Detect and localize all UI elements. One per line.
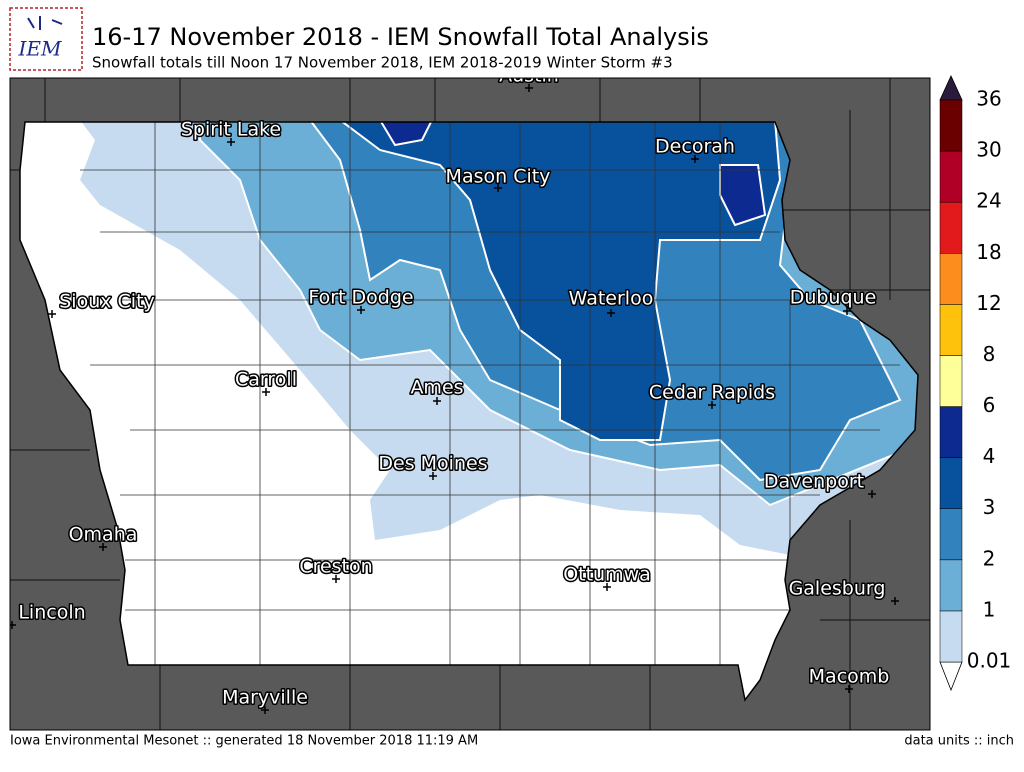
legend-swatch xyxy=(939,99,963,152)
city-label: Creston xyxy=(299,556,372,578)
legend-swatch xyxy=(939,150,963,203)
legend-under xyxy=(939,661,963,692)
city-label: Dubuque xyxy=(790,287,877,309)
city-label: Cedar Rapids xyxy=(649,382,775,404)
city-label: Waterloo xyxy=(569,288,654,310)
map: Austin Spirit Lake Decorah Mason City Sioux … xyxy=(10,65,930,730)
legend-label: 8 xyxy=(983,342,996,366)
city-label: Decorah xyxy=(655,136,735,158)
city-marker xyxy=(603,583,611,591)
legend-label: 36 xyxy=(976,87,1001,111)
city-label: Galesburg xyxy=(789,578,886,600)
subtitle: Snowfall totals till Noon 17 November 20… xyxy=(92,54,673,72)
legend-swatch xyxy=(939,457,963,509)
legend-swatch xyxy=(939,559,963,612)
legend-label: 30 xyxy=(976,138,1001,162)
city-marker xyxy=(10,621,16,629)
city-marker xyxy=(494,184,502,192)
legend-over xyxy=(939,75,963,101)
footer-credit: Iowa Environmental Mesonet :: generated … xyxy=(10,734,478,749)
city-marker xyxy=(433,397,441,405)
city-marker xyxy=(332,575,340,583)
legend-label: 24 xyxy=(976,189,1001,213)
legend-label: 18 xyxy=(976,240,1001,264)
legend-swatch xyxy=(939,355,963,407)
city-marker xyxy=(429,472,437,480)
city-label: Davenport xyxy=(764,471,864,493)
city-marker xyxy=(262,388,270,396)
legend-swatch xyxy=(939,610,963,663)
legend-label: 3 xyxy=(983,495,996,519)
city-label: Lincoln xyxy=(18,602,85,624)
city-label: Carroll xyxy=(235,369,297,391)
city-label: Ames xyxy=(410,377,463,399)
city-label: Mason City xyxy=(446,166,551,188)
title: 16-17 November 2018 - IEM Snowfall Total… xyxy=(92,23,709,51)
legend-label: 0.01 xyxy=(967,649,1012,673)
city-label: Fort Dodge xyxy=(308,287,413,309)
city-marker xyxy=(48,310,56,318)
legend-swatch xyxy=(939,304,963,356)
legend-label: 6 xyxy=(983,393,996,417)
legend-swatch xyxy=(939,406,963,458)
footer-units: data units :: inch xyxy=(904,734,1014,749)
city-marker xyxy=(261,706,269,714)
city-marker xyxy=(99,543,107,551)
city-marker xyxy=(227,138,235,146)
city-label: Omaha xyxy=(69,524,138,546)
legend-swatch xyxy=(939,201,963,254)
city-marker xyxy=(357,306,365,314)
cities: Austin Spirit Lake Decorah Mason City Sioux … xyxy=(10,65,899,714)
logo: IEM xyxy=(9,7,83,71)
city-marker xyxy=(868,490,876,498)
city-label: Macomb xyxy=(809,666,890,688)
legend-label: 1 xyxy=(983,597,996,621)
city-marker xyxy=(891,597,899,605)
city-label: Ottumwa xyxy=(563,564,651,586)
city-label: Austin xyxy=(499,65,559,87)
city-marker xyxy=(708,401,716,409)
city-marker xyxy=(607,309,615,317)
city-label: Sioux City xyxy=(59,291,155,313)
legend-label: 2 xyxy=(983,546,996,570)
legend-swatch xyxy=(939,253,963,305)
city-label: Spirit Lake xyxy=(181,119,281,141)
legend-swatch xyxy=(939,508,963,561)
city-marker xyxy=(691,155,699,163)
legend-label: 4 xyxy=(983,444,996,468)
logo-text: IEM xyxy=(18,37,63,61)
city-label: Maryville xyxy=(222,687,308,709)
legend-label: 12 xyxy=(976,291,1001,315)
city-marker xyxy=(843,307,851,315)
city-marker xyxy=(525,84,533,92)
city-label: Des Moines xyxy=(378,453,487,475)
city-marker xyxy=(845,685,853,693)
